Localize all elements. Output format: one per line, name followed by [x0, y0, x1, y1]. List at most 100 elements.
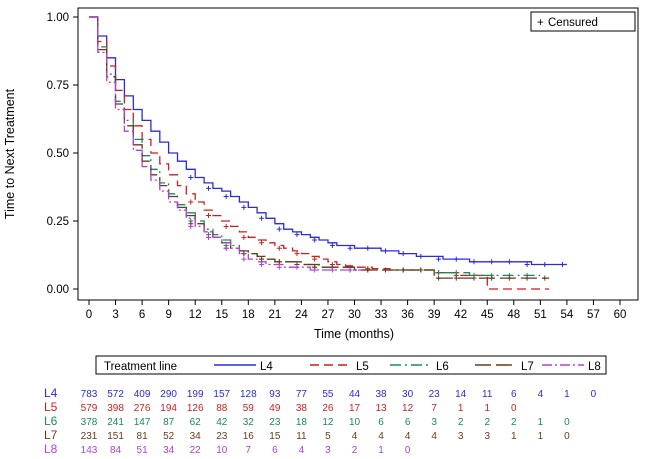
- censor-mark-l4: [524, 262, 530, 268]
- risk-count: 128: [240, 389, 257, 400]
- censor-mark-l7: [436, 275, 442, 281]
- risk-count: 126: [187, 403, 204, 414]
- risk-count: 42: [216, 417, 228, 428]
- censor-mark-l5: [223, 223, 229, 229]
- risk-count: 0: [564, 431, 570, 442]
- risk-row-label: L6: [44, 414, 58, 428]
- censor-mark-l5: [294, 251, 300, 257]
- risk-count: 6: [378, 417, 384, 428]
- risk-count: 23: [269, 417, 281, 428]
- censor-mark-l7: [471, 275, 477, 281]
- risk-count: 11: [482, 389, 493, 400]
- risk-count: 34: [190, 431, 202, 442]
- risk-count: 3: [431, 417, 437, 428]
- censor-mark-l4: [489, 259, 495, 265]
- censor-legend-label: Censured: [548, 17, 598, 29]
- x-tick-label: 30: [348, 309, 361, 321]
- censor-mark-l6: [453, 270, 459, 276]
- treatment-legend-title: Treatment line: [104, 361, 177, 373]
- risk-count: 241: [107, 417, 124, 428]
- risk-count: 2: [511, 417, 517, 428]
- risk-count: 4: [538, 389, 544, 400]
- censor-mark-l5: [205, 213, 211, 219]
- risk-count: 16: [243, 431, 255, 442]
- risk-count: 62: [190, 417, 202, 428]
- censor-mark-l7: [259, 256, 265, 262]
- series-line-l7: [89, 16, 550, 279]
- risk-count: 38: [296, 403, 308, 414]
- x-tick-label: 24: [295, 309, 308, 321]
- x-tick-label: 36: [401, 309, 414, 321]
- censor-mark-l6: [436, 270, 442, 276]
- x-tick-label: 12: [189, 309, 202, 321]
- censor-mark-l7: [365, 267, 371, 273]
- treatment-legend-box: [95, 355, 607, 375]
- y-tick-label: 0.25: [47, 216, 69, 228]
- risk-count: 18: [296, 417, 308, 428]
- censor-mark-l4: [559, 262, 565, 268]
- risk-count: 4: [378, 431, 384, 442]
- risk-count: 4: [405, 431, 411, 442]
- risk-count: 5: [325, 431, 331, 442]
- risk-count: 38: [375, 389, 387, 400]
- censor-mark-l4: [294, 232, 300, 238]
- legend-items: L4 L5 L6 L7 L8: [214, 361, 601, 373]
- censor-mark-l7: [382, 267, 388, 273]
- censor-mark-l5: [259, 240, 265, 246]
- censor-mark-l7: [542, 275, 548, 281]
- x-tick-label: 39: [428, 309, 441, 321]
- legend-label-l4: L4: [260, 361, 273, 373]
- risk-count: 4: [431, 431, 437, 442]
- censor-mark-l8: [259, 262, 265, 268]
- censor-mark-l4: [471, 259, 477, 265]
- censor-mark-l7: [506, 275, 512, 281]
- risk-count: 194: [160, 403, 177, 414]
- risk-count: 398: [107, 403, 124, 414]
- risk-count: 23: [429, 389, 441, 400]
- risk-count: 52: [163, 431, 175, 442]
- risk-count: 3: [458, 431, 464, 442]
- censor-mark-l7: [400, 267, 406, 273]
- censor-mark-l7: [276, 259, 282, 265]
- x-tick-label: 21: [268, 309, 281, 321]
- legend-label-l8: L8: [588, 361, 601, 373]
- censor-mark-l7: [418, 267, 424, 273]
- censor-mark-l4: [400, 251, 406, 257]
- x-tick-label: 48: [507, 309, 520, 321]
- x-tick-label: 6: [139, 309, 145, 321]
- x-tick-label: 27: [322, 309, 335, 321]
- censor-mark-l5: [276, 245, 282, 251]
- curves-group: [89, 16, 567, 290]
- risk-count: 88: [216, 403, 228, 414]
- risk-count: 1: [538, 417, 544, 428]
- censor-mark-l8: [205, 234, 211, 240]
- risk-count: 51: [137, 445, 149, 456]
- censor-mark-l4: [382, 248, 388, 254]
- risk-count: 32: [243, 417, 255, 428]
- censor-mark-l4: [453, 256, 459, 262]
- treatment-legend: Treatment line L4 L5 L6 L7 L8: [95, 355, 607, 375]
- risk-count: 3: [484, 431, 490, 442]
- censor-mark-l5: [241, 234, 247, 240]
- legend-label-l6: L6: [436, 361, 449, 373]
- risk-count: 143: [81, 445, 98, 456]
- risk-count: 14: [455, 389, 467, 400]
- censor-mark-l7: [453, 275, 459, 281]
- numbers-at-risk-table: L4 783 572 409 290 199 157 128 93 77 55 44 38 30 23 14 1…: [44, 386, 597, 456]
- x-tick-label: 33: [375, 309, 388, 321]
- x-tick-label: 51: [534, 309, 547, 321]
- risk-count: 93: [269, 389, 281, 400]
- risk-count: 11: [296, 431, 307, 442]
- risk-count: 15: [269, 431, 281, 442]
- x-tick-label: 42: [454, 309, 467, 321]
- censor-mark-l4: [436, 256, 442, 262]
- risk-count: 44: [349, 389, 361, 400]
- risk-count: 13: [375, 403, 387, 414]
- risk-count: 0: [511, 403, 517, 414]
- risk-count: 6: [511, 389, 517, 400]
- censor-legend-marker: +: [537, 17, 544, 29]
- risk-row-label: L7: [44, 428, 58, 442]
- risk-count: 378: [81, 417, 98, 428]
- risk-count: 26: [322, 403, 334, 414]
